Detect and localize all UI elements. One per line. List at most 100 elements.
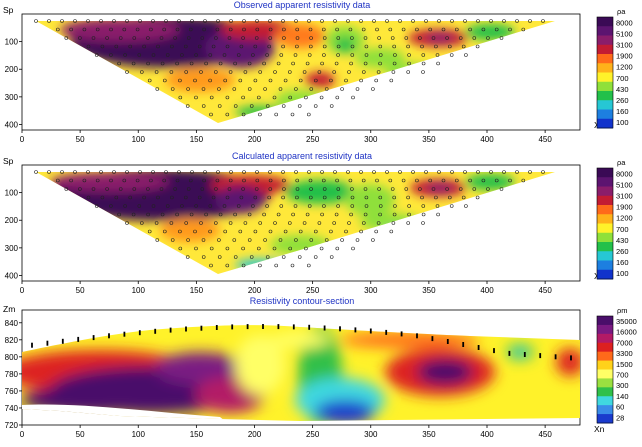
colorbar-swatch	[597, 35, 613, 46]
data-point-marker	[287, 221, 292, 225]
data-point-marker	[64, 36, 69, 40]
x-tick-label: 50	[76, 135, 85, 144]
data-point-marker	[348, 178, 353, 183]
panel-observed: Observed apparent resistivity data	[3, 0, 633, 144]
data-point-marker	[391, 221, 396, 225]
data-point-marker	[241, 246, 245, 251]
colorbar-swatch	[597, 195, 613, 206]
data-point-marker	[123, 53, 127, 57]
x-tick-label: 300	[364, 430, 378, 439]
data-point-marker	[481, 178, 486, 183]
y-tick-label: 100	[5, 38, 19, 47]
data-point-marker	[295, 195, 299, 200]
data-point-marker	[232, 87, 237, 91]
data-point-marker	[404, 187, 409, 191]
data-point-marker	[308, 44, 313, 49]
y-tick-label: 200	[5, 65, 19, 74]
data-point-marker	[217, 255, 222, 259]
data-point-marker	[313, 229, 318, 234]
data-point-marker	[185, 255, 190, 259]
data-point-marker	[420, 195, 424, 200]
colorbar-label: 5100	[616, 29, 633, 38]
data-point-marker	[34, 170, 38, 174]
x-tick-label: 300	[364, 135, 378, 144]
data-point-marker	[258, 263, 262, 268]
data-point-marker	[334, 61, 339, 66]
data-point-marker	[201, 87, 206, 91]
data-point-marker	[348, 27, 353, 32]
data-point-marker	[334, 212, 339, 217]
data-point-marker	[47, 19, 51, 23]
data-point-marker	[464, 204, 468, 208]
data-point-marker	[272, 95, 277, 100]
data-point-marker	[309, 238, 314, 242]
x-tick-label: 200	[248, 430, 262, 439]
colorbar-swatch	[597, 360, 613, 370]
data-point-marker	[515, 170, 519, 174]
contour-axes: 0 50 100 150 200 250 300 350 400 450 720 740 760 780 8…	[5, 319, 553, 439]
data-point-marker	[458, 36, 463, 40]
data-point-marker	[431, 36, 436, 40]
data-point-marker	[276, 61, 281, 66]
data-point-marker	[233, 255, 238, 259]
data-point-marker	[131, 61, 136, 66]
data-point-marker	[447, 44, 452, 49]
data-point-marker	[193, 229, 197, 234]
y-tick-label: 740	[5, 404, 19, 413]
colorbar-swatch	[597, 351, 613, 362]
data-point-marker	[463, 19, 467, 23]
data-point-marker	[329, 78, 333, 83]
data-point-marker	[320, 61, 324, 66]
data-point-marker	[95, 27, 100, 32]
data-point-marker	[282, 27, 286, 32]
data-point-marker	[225, 246, 230, 251]
data-point-marker	[239, 195, 244, 200]
data-point-marker	[363, 36, 368, 40]
data-point-marker	[118, 36, 123, 40]
data-point-marker	[435, 204, 440, 208]
data-point-marker	[118, 187, 123, 191]
data-point-marker	[333, 170, 337, 174]
data-point-marker	[94, 204, 99, 208]
data-point-marker	[294, 19, 298, 23]
data-point-marker	[186, 238, 190, 242]
colorbar-label: 100	[616, 269, 629, 278]
data-point-marker	[91, 36, 96, 40]
y-tick-label: 720	[5, 421, 19, 430]
colorbar-label: 430	[616, 85, 629, 94]
data-point-marker	[247, 238, 252, 242]
data-point-marker	[306, 112, 311, 117]
data-point-marker	[322, 195, 327, 200]
data-point-marker	[437, 19, 441, 23]
data-point-marker	[149, 27, 153, 32]
data-point-marker	[302, 221, 307, 225]
data-point-marker	[228, 27, 233, 32]
data-point-marker	[320, 170, 324, 174]
data-point-marker	[140, 221, 144, 225]
data-point-marker	[173, 36, 177, 40]
data-point-marker	[132, 187, 137, 191]
data-point-marker	[243, 221, 248, 225]
data-point-marker	[378, 195, 383, 200]
data-point-marker	[297, 104, 302, 108]
data-point-marker	[91, 187, 96, 191]
data-point-marker	[307, 19, 311, 23]
colorbar-swatch	[597, 387, 613, 397]
data-point-marker	[282, 187, 286, 191]
data-point-marker	[351, 95, 355, 100]
data-point-marker	[449, 53, 454, 57]
data-point-marker	[125, 221, 129, 225]
data-point-marker	[258, 70, 263, 74]
colorbar-swatch	[597, 44, 613, 55]
data-point-marker	[159, 36, 164, 40]
data-point-marker	[375, 27, 379, 32]
data-point-marker	[249, 104, 254, 108]
data-point-marker	[363, 61, 368, 66]
data-point-marker	[209, 95, 214, 100]
colorbar-label: 160	[616, 107, 629, 116]
data-point-marker	[247, 212, 252, 217]
data-point-marker	[476, 170, 480, 174]
data-point-marker	[374, 229, 379, 234]
data-point-marker	[281, 104, 286, 108]
data-point-marker	[114, 195, 119, 200]
